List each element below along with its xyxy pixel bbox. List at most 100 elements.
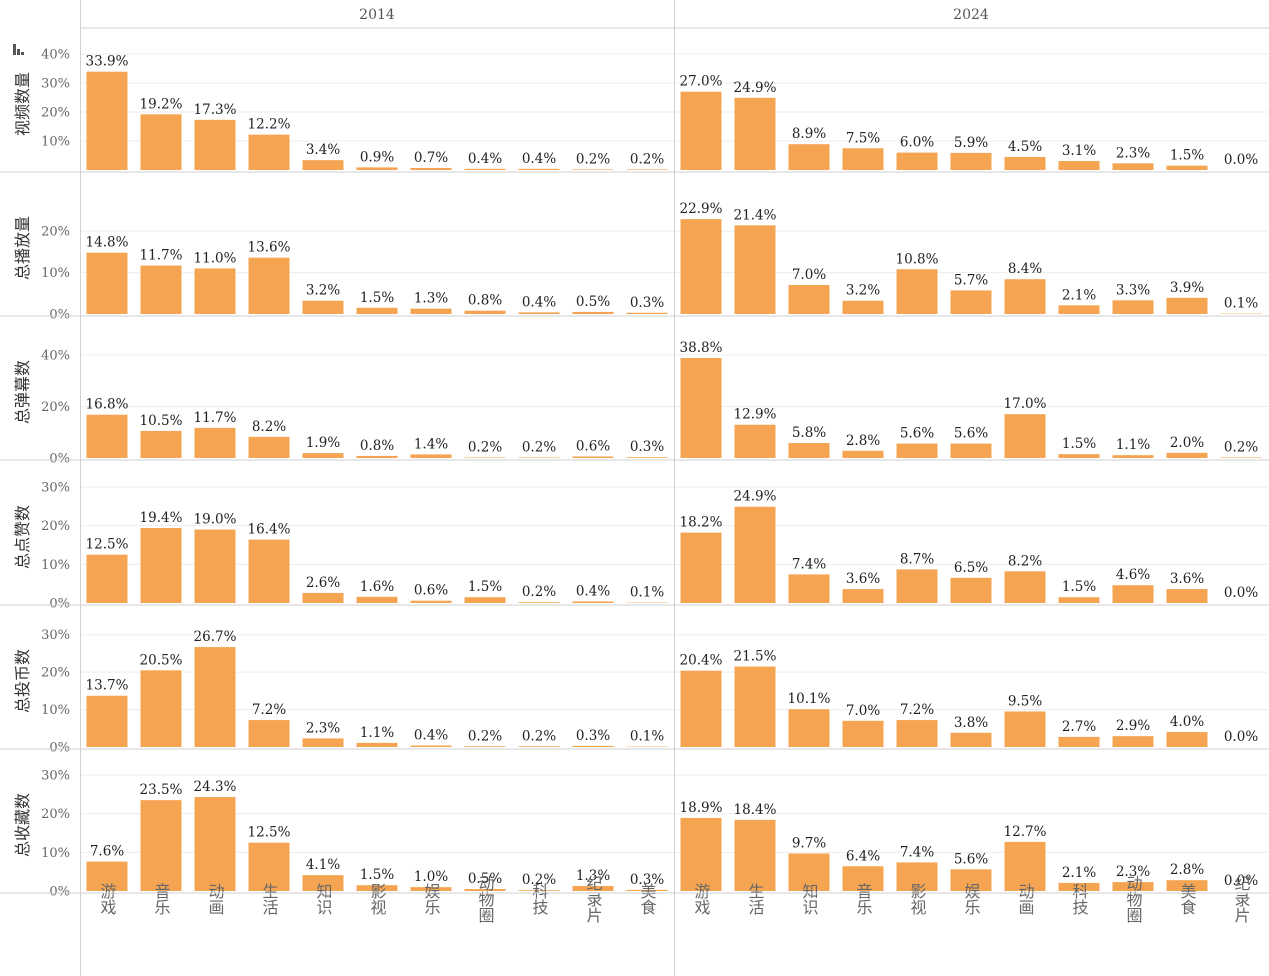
data-label: 1.9% [306, 435, 340, 451]
data-label: 1.5% [1062, 579, 1096, 595]
bar [248, 720, 290, 747]
data-label: 18.4% [734, 802, 777, 818]
bar [518, 168, 560, 170]
bar [680, 817, 722, 891]
data-label: 9.5% [1008, 693, 1042, 709]
bars [86, 71, 1262, 891]
y-tick-label: 30% [41, 769, 70, 784]
y-tick-label: 10% [41, 266, 70, 281]
y-tick-label: 0% [49, 741, 70, 756]
data-label: 2.3% [1116, 145, 1150, 161]
column-header-2014: 2014 [359, 7, 395, 23]
category-label: 影视 [368, 883, 387, 916]
bar [680, 91, 722, 170]
bar [572, 885, 614, 891]
y-tick-label: 20% [41, 519, 70, 534]
bar [140, 670, 182, 747]
data-label: 11.7% [194, 410, 237, 426]
data-label: 7.2% [900, 702, 934, 718]
bar [788, 443, 830, 458]
data-label: 5.7% [954, 272, 988, 288]
y-tick-label: 20% [41, 400, 70, 415]
data-label: 3.3% [1116, 282, 1150, 298]
data-label: 0.0% [1224, 873, 1258, 889]
row-label: 总播放量 [13, 216, 32, 280]
bar [842, 720, 884, 747]
category-label: 娱乐 [422, 883, 441, 915]
data-label: 10.1% [788, 691, 831, 707]
data-label: 0.8% [468, 293, 502, 309]
bar [572, 745, 614, 747]
bar [734, 506, 776, 603]
data-label: 1.5% [1062, 436, 1096, 452]
data-label: 3.6% [1170, 571, 1204, 587]
data-label: 1.6% [360, 579, 394, 595]
data-label: 3.2% [306, 283, 340, 299]
bar-chart-icon-part [21, 52, 24, 55]
data-label: 5.8% [792, 425, 826, 441]
column-header-2024: 2024 [953, 7, 989, 23]
bar [464, 457, 506, 458]
bar [950, 732, 992, 747]
bar [464, 168, 506, 170]
data-label: 38.8% [680, 340, 723, 356]
bar [842, 300, 884, 314]
bar [734, 424, 776, 458]
bar [518, 312, 560, 314]
y-tick-label: 30% [41, 628, 70, 643]
y-tick-label: 10% [41, 703, 70, 718]
row-label: 总点赞数 [13, 505, 32, 569]
data-label: 1.5% [468, 579, 502, 595]
bar [1058, 305, 1100, 314]
category-label: 游戏 [692, 883, 711, 916]
data-label: 18.2% [680, 515, 723, 531]
bar [410, 887, 452, 891]
data-label: 7.0% [846, 703, 880, 719]
data-label: 2.1% [1062, 865, 1096, 881]
data-label: 1.3% [576, 868, 610, 884]
data-label: 0.4% [468, 151, 502, 167]
data-label: 0.5% [468, 871, 502, 887]
data-label: 19.4% [140, 510, 183, 526]
data-label: 0.9% [360, 149, 394, 165]
category-label: 娱乐 [962, 883, 981, 915]
data-label: 17.0% [1004, 396, 1047, 412]
data-label: 10.8% [896, 251, 939, 267]
bar [1058, 597, 1100, 603]
bar [680, 532, 722, 603]
bar [356, 742, 398, 747]
data-label: 0.2% [1224, 439, 1258, 455]
bar [680, 670, 722, 747]
y-tick-label: 20% [41, 807, 70, 822]
bar [140, 430, 182, 458]
bar [302, 300, 344, 314]
bar [302, 875, 344, 891]
data-label: 11.7% [140, 248, 183, 264]
data-label: 5.6% [900, 426, 934, 442]
bar [464, 889, 506, 891]
data-label: 0.3% [630, 872, 664, 888]
bar [680, 357, 722, 458]
bar [572, 169, 614, 170]
data-label: 1.0% [414, 869, 448, 885]
bar [248, 842, 290, 891]
data-label: 20.5% [140, 652, 183, 668]
bar [788, 144, 830, 170]
bar [248, 539, 290, 603]
bar [1004, 156, 1046, 170]
bar [896, 443, 938, 458]
data-label: 0.2% [522, 872, 556, 888]
bar [464, 310, 506, 314]
data-label: 5.6% [954, 851, 988, 867]
data-label: 2.0% [1170, 435, 1204, 451]
category-label: 游戏 [98, 883, 117, 916]
y-tick-label: 0% [49, 308, 70, 323]
category-label: 科技 [1070, 883, 1089, 916]
data-label: 22.9% [680, 201, 723, 217]
data-label: 3.9% [1170, 280, 1204, 296]
data-label: 19.0% [194, 512, 237, 528]
bar [1004, 711, 1046, 747]
category-label: 动物圈 [1124, 875, 1143, 923]
bar [1004, 414, 1046, 458]
